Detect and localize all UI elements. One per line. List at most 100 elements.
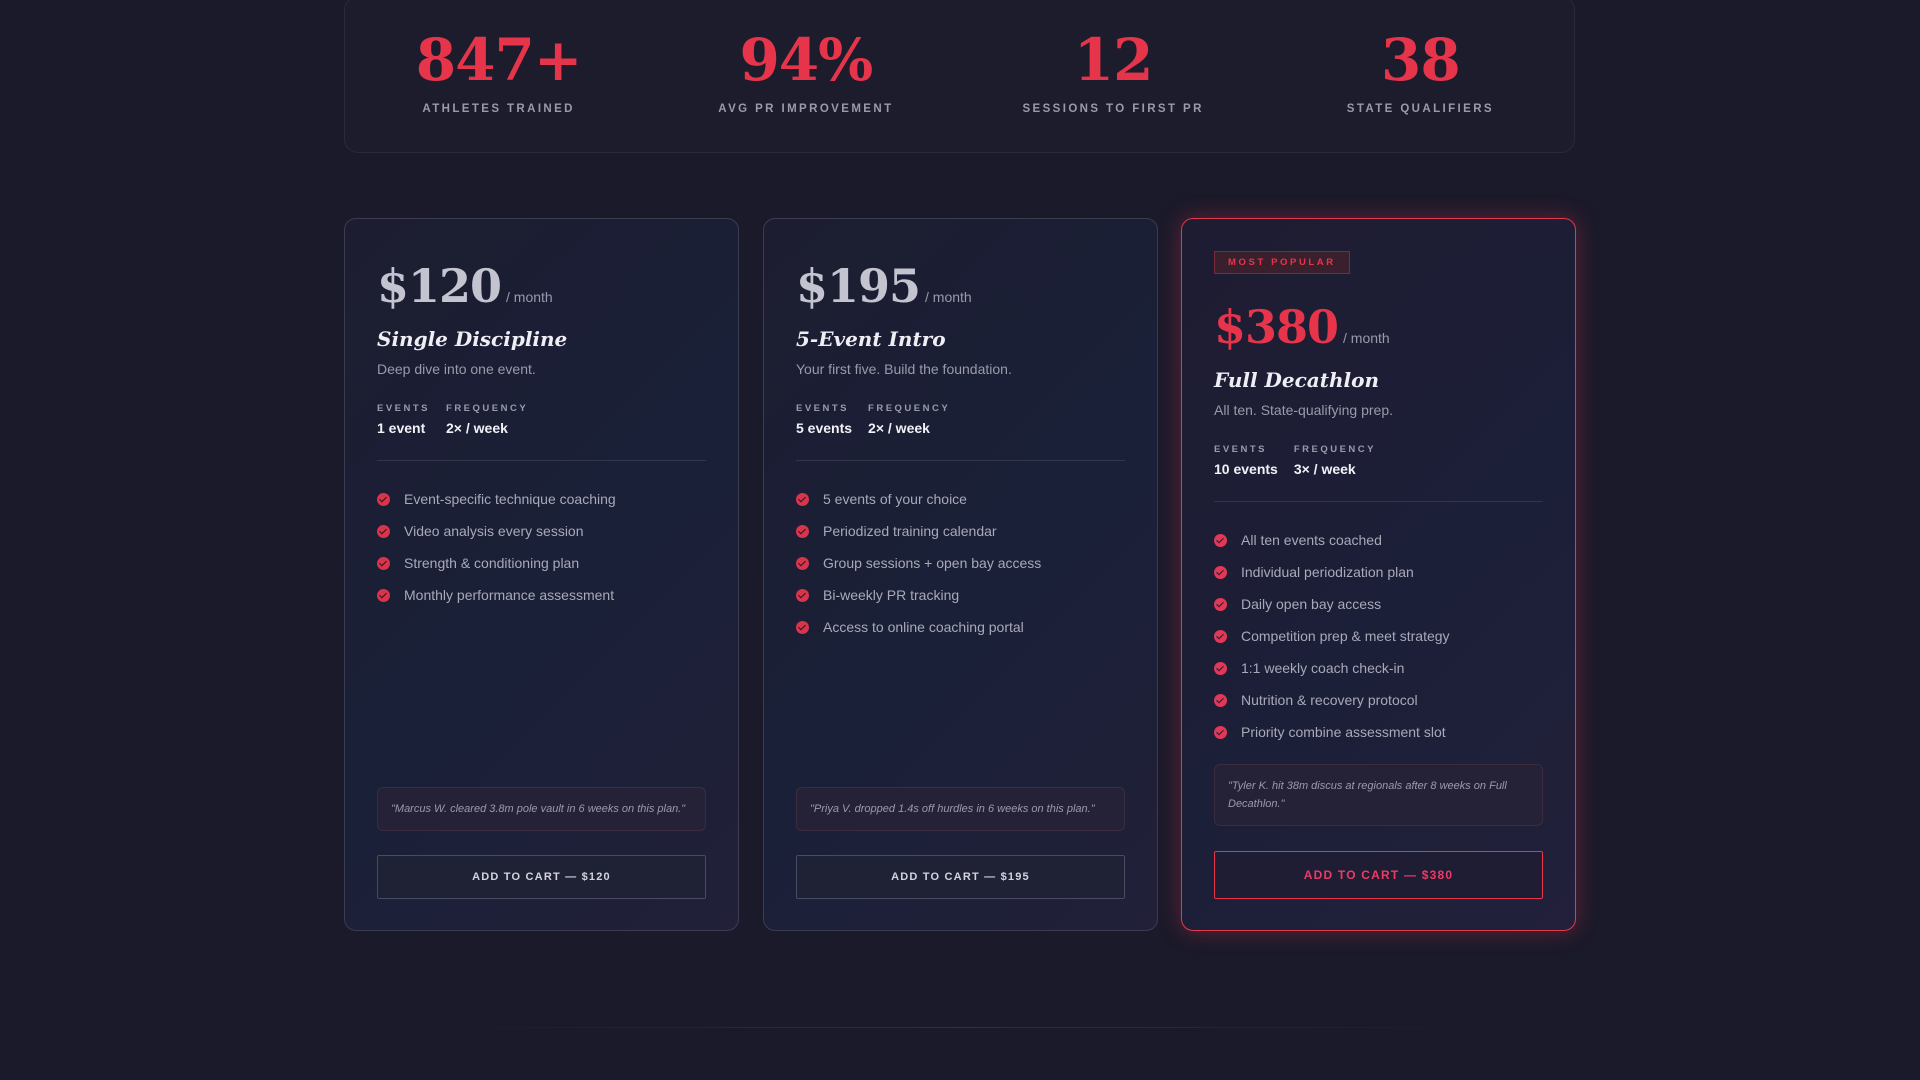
plan-events: EVENTS 1 event xyxy=(377,403,430,436)
feature-list: 5 events of your choice Periodized train… xyxy=(796,483,1125,643)
frequency-value: 2× / week xyxy=(868,420,930,436)
feature-item: Nutrition & recovery protocol xyxy=(1214,684,1543,716)
divider xyxy=(1214,501,1543,502)
plan-period: / month xyxy=(1343,330,1390,346)
stat-value: 12 xyxy=(1073,26,1154,94)
stat-athletes-trained: 847+ ATHLETES TRAINED xyxy=(345,0,652,152)
feature-text: Bi-weekly PR tracking xyxy=(823,587,960,603)
plan-name: Full Decathlon xyxy=(1214,368,1380,392)
price-row: $195 / month xyxy=(796,259,1125,313)
check-circle-icon xyxy=(1214,725,1227,739)
check-circle-icon xyxy=(796,556,809,570)
stat-label: SESSIONS TO FIRST PR xyxy=(1022,103,1204,115)
check-circle-icon xyxy=(796,492,809,506)
feature-list: All ten events coached Individual period… xyxy=(1214,524,1543,748)
events-label: EVENTS xyxy=(1214,444,1268,455)
stat-avg-pr-improvement: 94% AVG PR IMPROVEMENT xyxy=(652,0,959,152)
add-to-cart-button[interactable]: ADD TO CART — $120 xyxy=(377,855,706,899)
check-circle-icon xyxy=(1214,565,1227,579)
feature-text: Monthly performance assessment xyxy=(404,587,615,603)
feature-text: Individual periodization plan xyxy=(1241,564,1414,580)
plan-description: Your first five. Build the foundation. xyxy=(796,361,1012,377)
feature-item: All ten events coached xyxy=(1214,524,1543,556)
check-circle-icon xyxy=(377,524,390,538)
events-value: 5 events xyxy=(796,420,853,436)
events-value: 10 events xyxy=(1214,461,1278,477)
check-circle-icon xyxy=(1214,597,1227,611)
frequency-value: 3× / week xyxy=(1293,461,1356,477)
add-to-cart-button[interactable]: ADD TO CART — $380 xyxy=(1214,851,1543,899)
plan-price: $380 xyxy=(1214,300,1339,354)
feature-text: Periodized training calendar xyxy=(823,523,997,539)
divider xyxy=(796,460,1125,461)
plan-name: 5-Event Intro xyxy=(796,327,946,351)
feature-item: Access to online coaching portal xyxy=(796,611,1125,643)
stat-value: 847+ xyxy=(415,26,583,94)
feature-item: Periodized training calendar xyxy=(796,515,1125,547)
feature-item: Video analysis every session xyxy=(377,515,706,547)
most-popular-badge: MOST POPULAR xyxy=(1214,251,1350,274)
feature-item: Priority combine assessment slot xyxy=(1214,716,1543,748)
check-circle-icon xyxy=(796,588,809,602)
divider xyxy=(377,460,706,461)
frequency-label: FREQUENCY xyxy=(868,403,951,414)
plan-events: EVENTS 10 events xyxy=(1214,444,1278,477)
pricing-cards: $120 / month Single Discipline Deep dive… xyxy=(344,218,1576,931)
stats-bar: 847+ ATHLETES TRAINED 94% AVG PR IMPROVE… xyxy=(344,0,1575,153)
plan-frequency: FREQUENCY 2× / week xyxy=(446,403,528,436)
stat-label: AVG PR IMPROVEMENT xyxy=(718,103,894,115)
plan-meta: EVENTS 1 event FREQUENCY 2× / week xyxy=(377,403,706,436)
footer-divider xyxy=(440,1027,1480,1028)
frequency-label: FREQUENCY xyxy=(1293,444,1376,455)
check-circle-icon xyxy=(377,588,390,602)
events-label: EVENTS xyxy=(796,403,850,414)
plan-meta: EVENTS 5 events FREQUENCY 2× / week xyxy=(796,403,1125,436)
stat-state-qualifiers: 38 STATE QUALIFIERS xyxy=(1267,0,1574,152)
feature-text: Competition prep & meet strategy xyxy=(1241,628,1450,644)
plan-meta: EVENTS 10 events FREQUENCY 3× / week xyxy=(1214,444,1543,477)
plan-card-full-decathlon: MOST POPULAR $380 / month Full Decathlon… xyxy=(1181,218,1576,931)
frequency-value: 2× / week xyxy=(446,420,508,436)
feature-item: 1:1 weekly coach check-in xyxy=(1214,652,1543,684)
feature-item: Strength & conditioning plan xyxy=(377,547,706,579)
check-circle-icon xyxy=(1214,693,1227,707)
events-label: EVENTS xyxy=(377,403,431,414)
plan-period: / month xyxy=(925,289,972,305)
feature-text: Strength & conditioning plan xyxy=(404,555,580,571)
feature-text: Event-specific technique coaching xyxy=(404,491,616,507)
plan-frequency: FREQUENCY 3× / week xyxy=(1294,444,1376,477)
plan-testimonial: "Priya V. dropped 1.4s off hurdles in 6 … xyxy=(796,787,1125,831)
add-to-cart-button[interactable]: ADD TO CART — $195 xyxy=(796,855,1125,899)
events-value: 1 event xyxy=(377,420,426,436)
frequency-label: FREQUENCY xyxy=(446,403,529,414)
plan-testimonial: "Tyler K. hit 38m discus at regionals af… xyxy=(1214,764,1543,826)
plan-price: $120 xyxy=(377,259,502,313)
feature-text: Group sessions + open bay access xyxy=(823,555,1042,571)
plan-card-5-event-intro: $195 / month 5-Event Intro Your first fi… xyxy=(763,218,1158,931)
plan-events: EVENTS 5 events xyxy=(796,403,852,436)
check-circle-icon xyxy=(377,556,390,570)
feature-text: Priority combine assessment slot xyxy=(1241,724,1446,740)
feature-item: Bi-weekly PR tracking xyxy=(796,579,1125,611)
feature-text: Nutrition & recovery protocol xyxy=(1241,692,1418,708)
feature-text: All ten events coached xyxy=(1241,532,1382,548)
feature-text: Access to online coaching portal xyxy=(823,619,1024,635)
feature-item: Individual periodization plan xyxy=(1214,556,1543,588)
feature-item: Daily open bay access xyxy=(1214,588,1543,620)
feature-text: 1:1 weekly coach check-in xyxy=(1241,660,1405,676)
check-circle-icon xyxy=(796,524,809,538)
stat-sessions-to-first-pr: 12 SESSIONS TO FIRST PR xyxy=(960,0,1267,152)
plan-period: / month xyxy=(506,289,553,305)
plan-frequency: FREQUENCY 2× / week xyxy=(868,403,950,436)
feature-text: Daily open bay access xyxy=(1241,596,1382,612)
plan-price: $195 xyxy=(796,259,921,313)
feature-item: Competition prep & meet strategy xyxy=(1214,620,1543,652)
feature-item: Monthly performance assessment xyxy=(377,579,706,611)
check-circle-icon xyxy=(377,492,390,506)
stat-value: 94% xyxy=(739,26,873,94)
plan-description: All ten. State-qualifying prep. xyxy=(1214,402,1393,418)
price-row: $380 / month xyxy=(1214,300,1543,354)
price-row: $120 / month xyxy=(377,259,706,313)
feature-item: Group sessions + open bay access xyxy=(796,547,1125,579)
